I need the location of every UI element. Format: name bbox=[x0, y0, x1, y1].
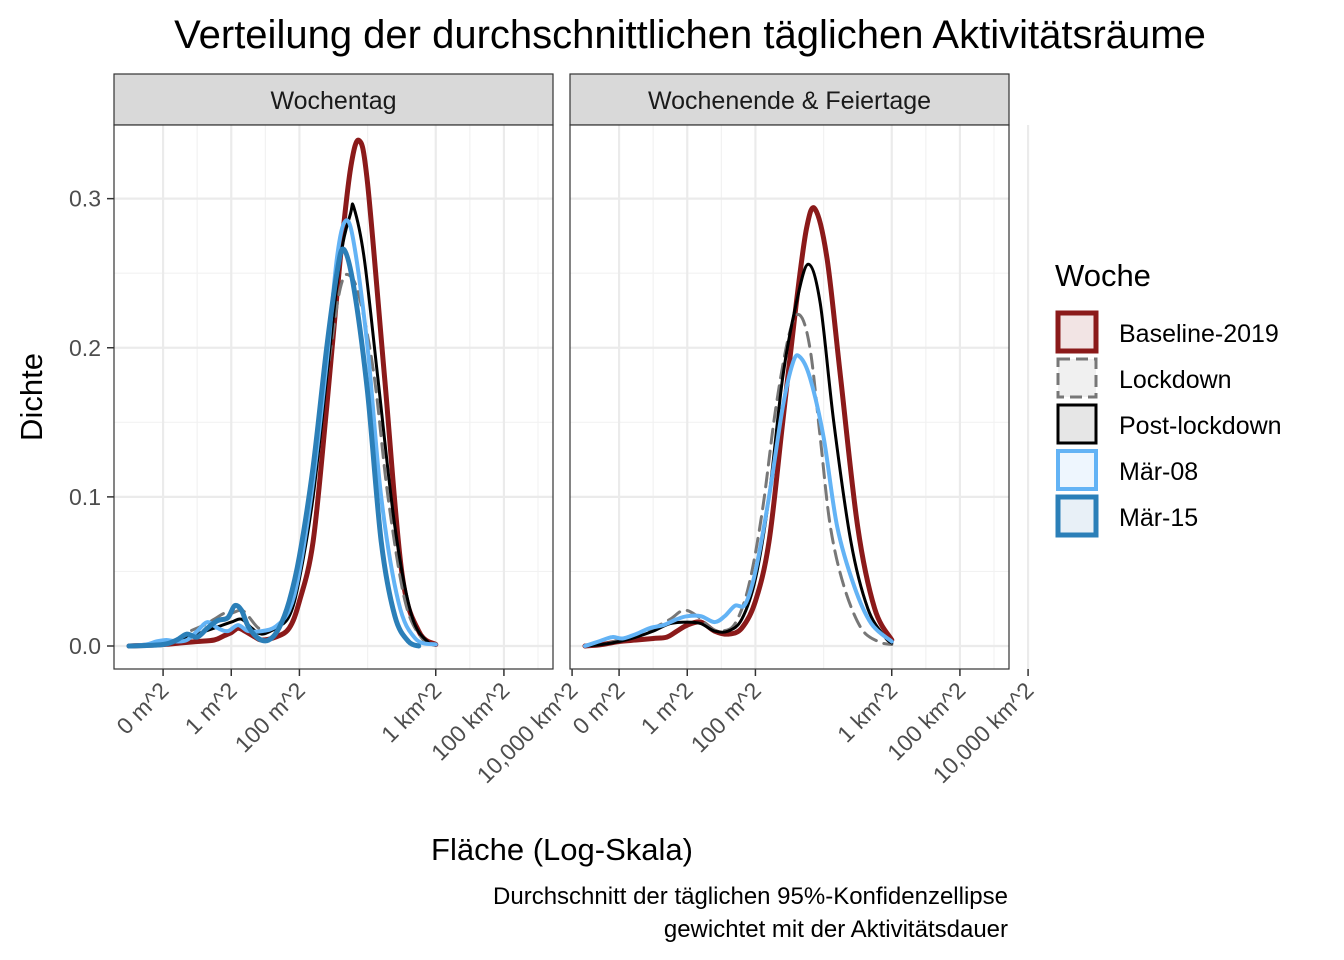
caption-line-2: gewichtet mit der Aktivitätsdauer bbox=[664, 916, 1008, 943]
legend-label-baseline-2019: Baseline-2019 bbox=[1119, 320, 1279, 348]
legend-label-m-r-08: Mär-08 bbox=[1119, 458, 1198, 486]
panel-strip-wochenende bbox=[569, 73, 1010, 126]
panel-wochenende: Wochenende & Feiertage bbox=[569, 73, 1030, 670]
plot-area-wochentag bbox=[114, 125, 553, 669]
y-tick-label: 0.2 bbox=[69, 335, 101, 361]
x-axis-title: Fläche (Log-Skala) bbox=[431, 832, 693, 867]
density-lines-wochentag bbox=[126, 137, 439, 649]
density-lines-wochenende bbox=[582, 205, 895, 649]
legend-label-lockdown: Lockdown bbox=[1119, 366, 1232, 394]
series-line-m-r-08 bbox=[583, 353, 894, 648]
caption-line-1: Durchschnitt der täglichen 95%-Konfidenz… bbox=[493, 883, 1008, 910]
legend-label-m-r-15: Mär-15 bbox=[1119, 504, 1198, 532]
legend-key-m-r-08 bbox=[1056, 449, 1098, 491]
legend-key-baseline-2019 bbox=[1055, 310, 1099, 354]
panel-label-wochenende: Wochenende & Feiertage bbox=[648, 87, 931, 115]
gridlines-wochenende bbox=[570, 125, 1030, 669]
plot-border-wochenende bbox=[569, 124, 1010, 670]
panel-strip-wochentag bbox=[113, 73, 554, 126]
panel-label-wochentag: Wochentag bbox=[270, 87, 396, 115]
series-line-baseline-2019 bbox=[582, 205, 895, 649]
legend: Woche Baseline-2019 Lockdown Post-lockdown… bbox=[1055, 258, 1282, 538]
legend-key-m-r-15 bbox=[1055, 494, 1099, 538]
series-line-baseline-2019 bbox=[126, 137, 439, 649]
y-tick-label: 0.1 bbox=[69, 484, 101, 510]
plot-border-wochentag bbox=[113, 124, 554, 670]
chart-title: Verteilung der durchschnittlichen täglic… bbox=[174, 13, 1206, 57]
y-axis: 0.0 0.1 0.2 0.3 bbox=[69, 186, 114, 659]
legend-key-lockdown bbox=[1056, 357, 1098, 399]
y-tick-label: 0.0 bbox=[69, 633, 101, 659]
panel-wochentag: Wochentag bbox=[113, 73, 574, 670]
y-axis-title: Dichte bbox=[14, 353, 49, 441]
legend-key-post-lockdown bbox=[1056, 403, 1098, 445]
legend-title: Woche bbox=[1055, 258, 1151, 293]
plot-area-wochenende bbox=[570, 125, 1009, 669]
legend-label-post-lockdown: Post-lockdown bbox=[1119, 412, 1282, 440]
series-line-m-r-15 bbox=[126, 246, 422, 649]
y-tick-label: 0.3 bbox=[69, 186, 101, 212]
